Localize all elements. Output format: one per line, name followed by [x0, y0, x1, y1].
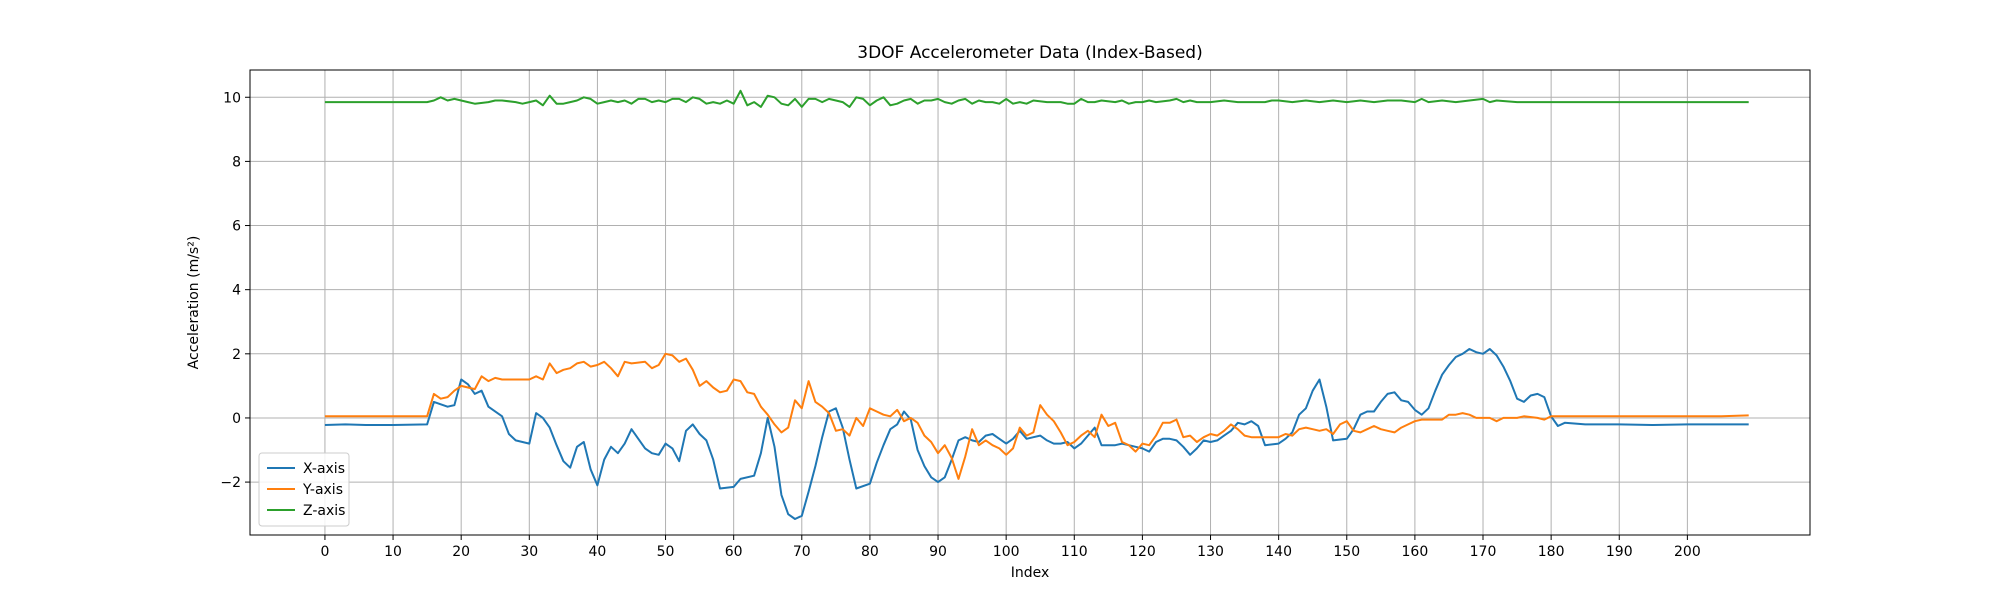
legend-entry: Z-axis — [303, 503, 345, 519]
x-tick-label: 110 — [1061, 544, 1088, 560]
x-tick-label: 70 — [793, 544, 811, 560]
y-tick-label: 6 — [232, 219, 241, 235]
y-tick-label: 2 — [232, 347, 241, 363]
grid-lines — [250, 70, 1810, 535]
x-tick-label: 30 — [520, 544, 538, 560]
x-tick-label: 100 — [993, 544, 1020, 560]
series-line-x-axis — [324, 348, 1749, 520]
x-tick-label: 200 — [1674, 544, 1701, 560]
legend: X-axis Y-axis Z-axis — [258, 452, 350, 527]
x-tick-label: 50 — [657, 544, 675, 560]
x-tick-label: 10 — [384, 544, 402, 560]
x-tick-label: 150 — [1333, 544, 1360, 560]
x-tick-label: 130 — [1197, 544, 1224, 560]
x-tick-label: 160 — [1402, 544, 1429, 560]
x-tick-label: 20 — [452, 544, 470, 560]
x-tick-label: 40 — [589, 544, 607, 560]
series-lines — [324, 89, 1749, 520]
x-axis-label: Index — [1011, 565, 1050, 581]
y-axis-label: Acceleration (m/s²) — [186, 236, 202, 370]
chart-title: 3DOF Accelerometer Data (Index-Based) — [857, 43, 1202, 63]
y-tick-label: −2 — [220, 475, 241, 491]
axis-ticks: 0 10 20 30 40 50 60 70 80 90 100 110 120 130 140 150 160… — [220, 90, 1700, 560]
series-line-y-axis — [324, 352, 1749, 480]
x-tick-label: 190 — [1606, 544, 1633, 560]
series-line-z-axis — [324, 89, 1749, 108]
x-tick-label: 180 — [1538, 544, 1565, 560]
y-tick-label: 10 — [223, 90, 241, 106]
plot-area-frame — [249, 69, 1811, 536]
legend-entry: Y-axis — [302, 482, 343, 498]
legend-entry: X-axis — [303, 461, 345, 477]
x-tick-label: 120 — [1129, 544, 1156, 560]
x-tick-label: 170 — [1470, 544, 1497, 560]
y-tick-label: 0 — [232, 411, 241, 427]
x-tick-label: 90 — [929, 544, 947, 560]
x-tick-label: 0 — [320, 544, 329, 560]
y-tick-label: 8 — [232, 154, 241, 170]
x-tick-label: 60 — [725, 544, 743, 560]
x-tick-label: 80 — [861, 544, 879, 560]
y-tick-label: 4 — [232, 283, 241, 299]
legend-box — [258, 452, 350, 527]
x-tick-label: 140 — [1265, 544, 1292, 560]
